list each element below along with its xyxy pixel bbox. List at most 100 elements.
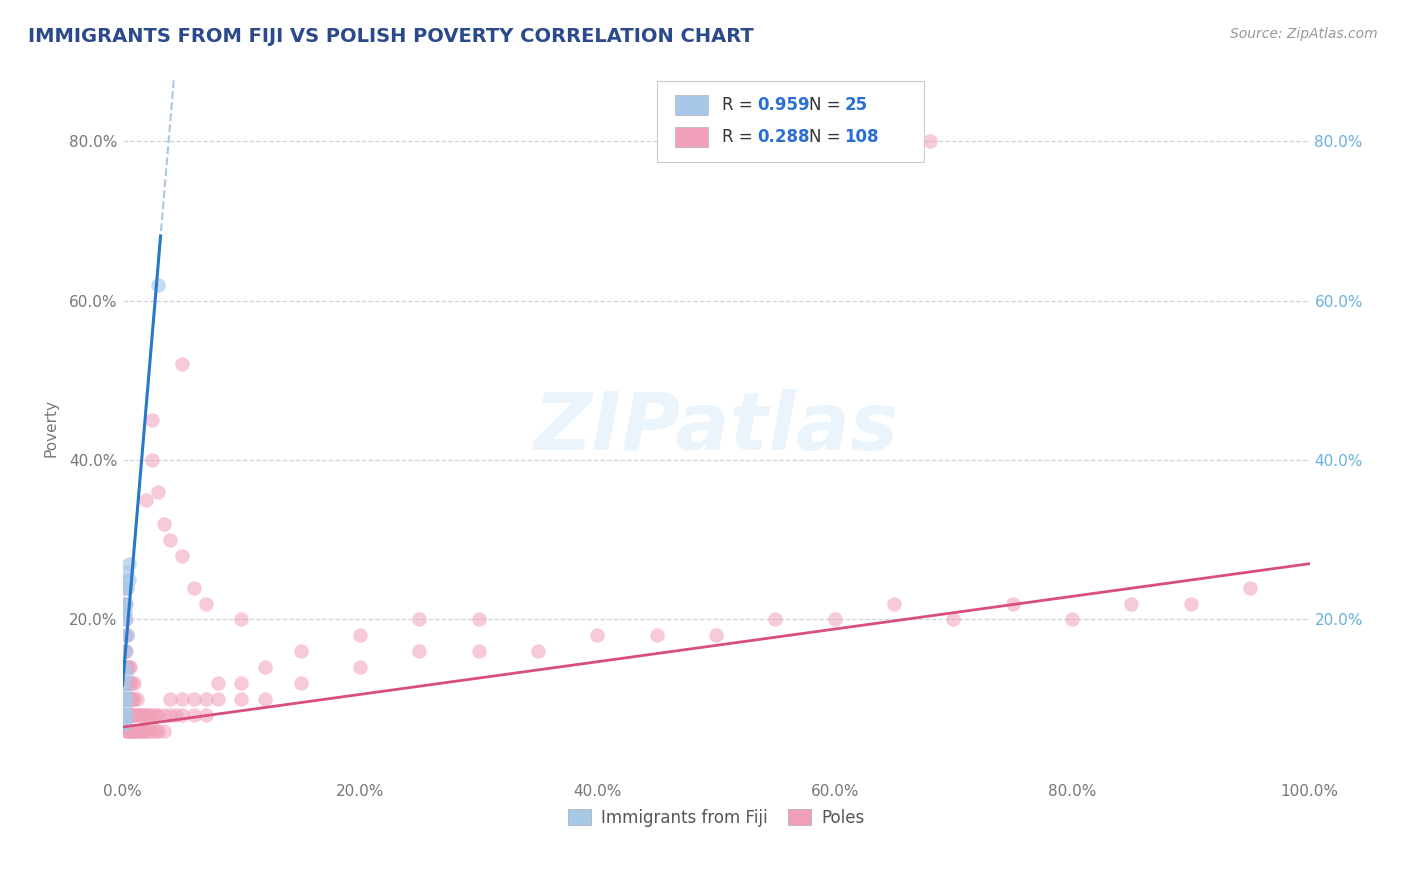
Text: 108: 108 (844, 128, 879, 146)
Text: R =: R = (723, 128, 758, 146)
Text: 25: 25 (844, 95, 868, 114)
Point (124, 692, 146, 706)
Point (122, 692, 145, 706)
Point (120, 692, 142, 706)
Point (117, 724, 139, 739)
Point (114, 660, 136, 674)
Point (122, 724, 145, 739)
Point (117, 708, 139, 723)
Point (115, 692, 138, 706)
Point (114, 700, 136, 714)
Point (170, 549, 193, 563)
Point (117, 692, 139, 706)
Point (115, 581, 138, 595)
Point (207, 692, 229, 706)
Point (408, 644, 430, 658)
Point (117, 565, 139, 579)
Point (114, 644, 136, 658)
Point (148, 485, 170, 500)
Point (153, 708, 176, 723)
Point (125, 708, 148, 723)
Point (118, 692, 141, 706)
Point (645, 628, 668, 642)
Point (112, 597, 135, 611)
Legend: Immigrants from Fiji, Poles: Immigrants from Fiji, Poles (561, 803, 870, 834)
Point (117, 628, 139, 642)
Point (231, 612, 253, 626)
Point (290, 644, 312, 658)
Point (122, 708, 145, 723)
Point (112, 708, 135, 723)
Point (125, 724, 148, 739)
Point (114, 676, 136, 690)
Point (112, 692, 135, 706)
Point (170, 358, 193, 372)
Point (114, 708, 136, 723)
Point (114, 692, 136, 706)
Point (183, 708, 205, 723)
Point (159, 533, 181, 547)
Text: R =: R = (723, 95, 758, 114)
Point (129, 724, 152, 739)
Point (117, 676, 139, 690)
Point (117, 692, 139, 706)
Point (115, 724, 138, 739)
Point (124, 708, 146, 723)
Point (117, 676, 139, 690)
Point (135, 492, 157, 507)
Point (121, 708, 143, 723)
Point (148, 724, 170, 739)
Point (117, 557, 139, 571)
Point (165, 708, 187, 723)
Point (704, 628, 727, 642)
Text: ZIPatlas: ZIPatlas (533, 389, 898, 467)
Point (115, 668, 138, 682)
Point (117, 708, 139, 723)
Point (112, 676, 135, 690)
Point (159, 692, 181, 706)
Point (117, 660, 139, 674)
Point (349, 628, 371, 642)
Point (883, 597, 905, 611)
Point (183, 581, 205, 595)
Text: N =: N = (808, 128, 845, 146)
Point (141, 724, 163, 739)
Point (1121, 597, 1143, 611)
Point (527, 644, 550, 658)
Point (132, 724, 155, 739)
Point (145, 708, 167, 723)
Point (138, 708, 160, 723)
Text: 0.959: 0.959 (758, 95, 810, 114)
Text: 0.288: 0.288 (758, 128, 810, 146)
Bar (675, 95, 707, 114)
Point (253, 692, 276, 706)
Point (349, 660, 371, 674)
Point (115, 676, 138, 690)
Point (918, 134, 941, 148)
Point (132, 708, 155, 723)
Y-axis label: Poverty: Poverty (44, 400, 58, 458)
Point (231, 676, 253, 690)
Point (117, 660, 139, 674)
Point (170, 708, 193, 723)
Point (128, 724, 150, 739)
Point (120, 724, 142, 739)
Point (253, 660, 276, 674)
Point (112, 581, 135, 595)
Point (114, 644, 136, 658)
Point (141, 413, 163, 427)
Point (141, 708, 163, 723)
Point (1180, 597, 1202, 611)
Point (114, 605, 136, 619)
Point (141, 453, 163, 467)
Point (118, 724, 141, 739)
Point (408, 612, 430, 626)
Point (131, 724, 153, 739)
Bar (675, 128, 707, 147)
Point (124, 676, 146, 690)
Point (115, 612, 138, 626)
Point (1239, 581, 1261, 595)
Text: Source: ZipAtlas.com: Source: ZipAtlas.com (1230, 27, 1378, 41)
Point (121, 724, 143, 739)
Point (467, 612, 489, 626)
